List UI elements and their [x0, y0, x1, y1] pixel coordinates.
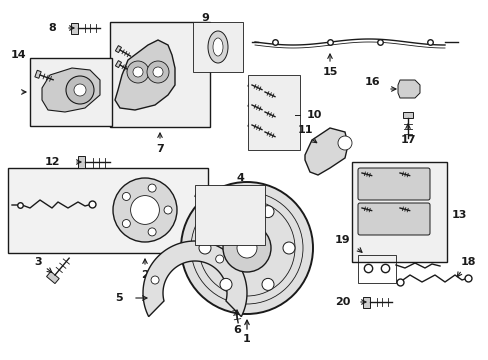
Polygon shape: [229, 299, 239, 306]
Circle shape: [127, 61, 149, 83]
Polygon shape: [402, 112, 412, 118]
Polygon shape: [305, 128, 347, 175]
Polygon shape: [194, 190, 201, 198]
Circle shape: [151, 276, 159, 284]
Text: 16: 16: [364, 77, 379, 87]
FancyBboxPatch shape: [8, 168, 207, 253]
FancyBboxPatch shape: [30, 58, 112, 126]
Ellipse shape: [213, 38, 223, 56]
Circle shape: [215, 255, 223, 263]
Text: 10: 10: [306, 110, 322, 120]
Text: 20: 20: [334, 297, 349, 307]
Circle shape: [147, 61, 169, 83]
Polygon shape: [247, 81, 253, 87]
Polygon shape: [260, 88, 265, 94]
Polygon shape: [115, 60, 121, 68]
Circle shape: [262, 206, 273, 218]
Text: 11: 11: [297, 125, 312, 135]
FancyBboxPatch shape: [247, 75, 299, 150]
Polygon shape: [214, 190, 221, 198]
Text: 18: 18: [459, 257, 475, 267]
Polygon shape: [396, 205, 400, 210]
Polygon shape: [363, 297, 369, 307]
Text: 15: 15: [322, 67, 337, 77]
Text: 2: 2: [141, 270, 148, 280]
Circle shape: [163, 206, 172, 214]
Text: 4: 4: [236, 173, 244, 183]
Circle shape: [337, 136, 351, 150]
Polygon shape: [358, 205, 362, 210]
Polygon shape: [194, 220, 201, 228]
Polygon shape: [77, 156, 85, 168]
Circle shape: [220, 206, 231, 218]
FancyBboxPatch shape: [195, 185, 264, 245]
Circle shape: [153, 67, 163, 77]
Circle shape: [148, 184, 156, 192]
Circle shape: [220, 278, 231, 291]
Circle shape: [66, 76, 94, 104]
Polygon shape: [260, 108, 265, 114]
Polygon shape: [115, 40, 175, 110]
Circle shape: [113, 178, 177, 242]
FancyBboxPatch shape: [357, 203, 429, 235]
Text: 14: 14: [10, 50, 26, 60]
Circle shape: [237, 238, 257, 258]
Polygon shape: [247, 121, 253, 127]
Circle shape: [181, 182, 312, 314]
Text: 8: 8: [48, 23, 56, 33]
FancyBboxPatch shape: [193, 22, 243, 72]
Text: 6: 6: [233, 325, 241, 335]
Text: 1: 1: [243, 334, 250, 344]
Ellipse shape: [207, 31, 227, 63]
Polygon shape: [35, 70, 41, 78]
Polygon shape: [247, 101, 253, 108]
Polygon shape: [214, 205, 221, 213]
Circle shape: [223, 224, 270, 272]
Polygon shape: [194, 205, 201, 213]
Polygon shape: [71, 22, 78, 33]
Polygon shape: [396, 170, 400, 175]
Polygon shape: [358, 170, 362, 175]
FancyBboxPatch shape: [357, 168, 429, 200]
Polygon shape: [42, 68, 100, 112]
Circle shape: [133, 67, 142, 77]
Text: 3: 3: [34, 257, 42, 267]
Polygon shape: [115, 46, 121, 53]
Circle shape: [148, 228, 156, 236]
Circle shape: [262, 278, 273, 291]
Polygon shape: [214, 220, 221, 228]
Text: 7: 7: [156, 144, 163, 154]
Polygon shape: [397, 80, 419, 98]
Polygon shape: [260, 128, 265, 135]
Circle shape: [122, 193, 130, 201]
Circle shape: [74, 84, 86, 96]
Text: 17: 17: [400, 135, 415, 145]
Polygon shape: [46, 271, 59, 284]
FancyBboxPatch shape: [110, 22, 209, 127]
Circle shape: [122, 220, 130, 228]
Text: 5: 5: [115, 293, 123, 303]
Circle shape: [283, 242, 294, 254]
Circle shape: [130, 195, 159, 224]
Text: 13: 13: [451, 210, 467, 220]
Circle shape: [199, 242, 210, 254]
FancyBboxPatch shape: [351, 162, 446, 262]
Text: 9: 9: [201, 13, 208, 23]
Text: 19: 19: [334, 235, 349, 245]
Polygon shape: [142, 241, 246, 316]
Text: 12: 12: [44, 157, 60, 167]
